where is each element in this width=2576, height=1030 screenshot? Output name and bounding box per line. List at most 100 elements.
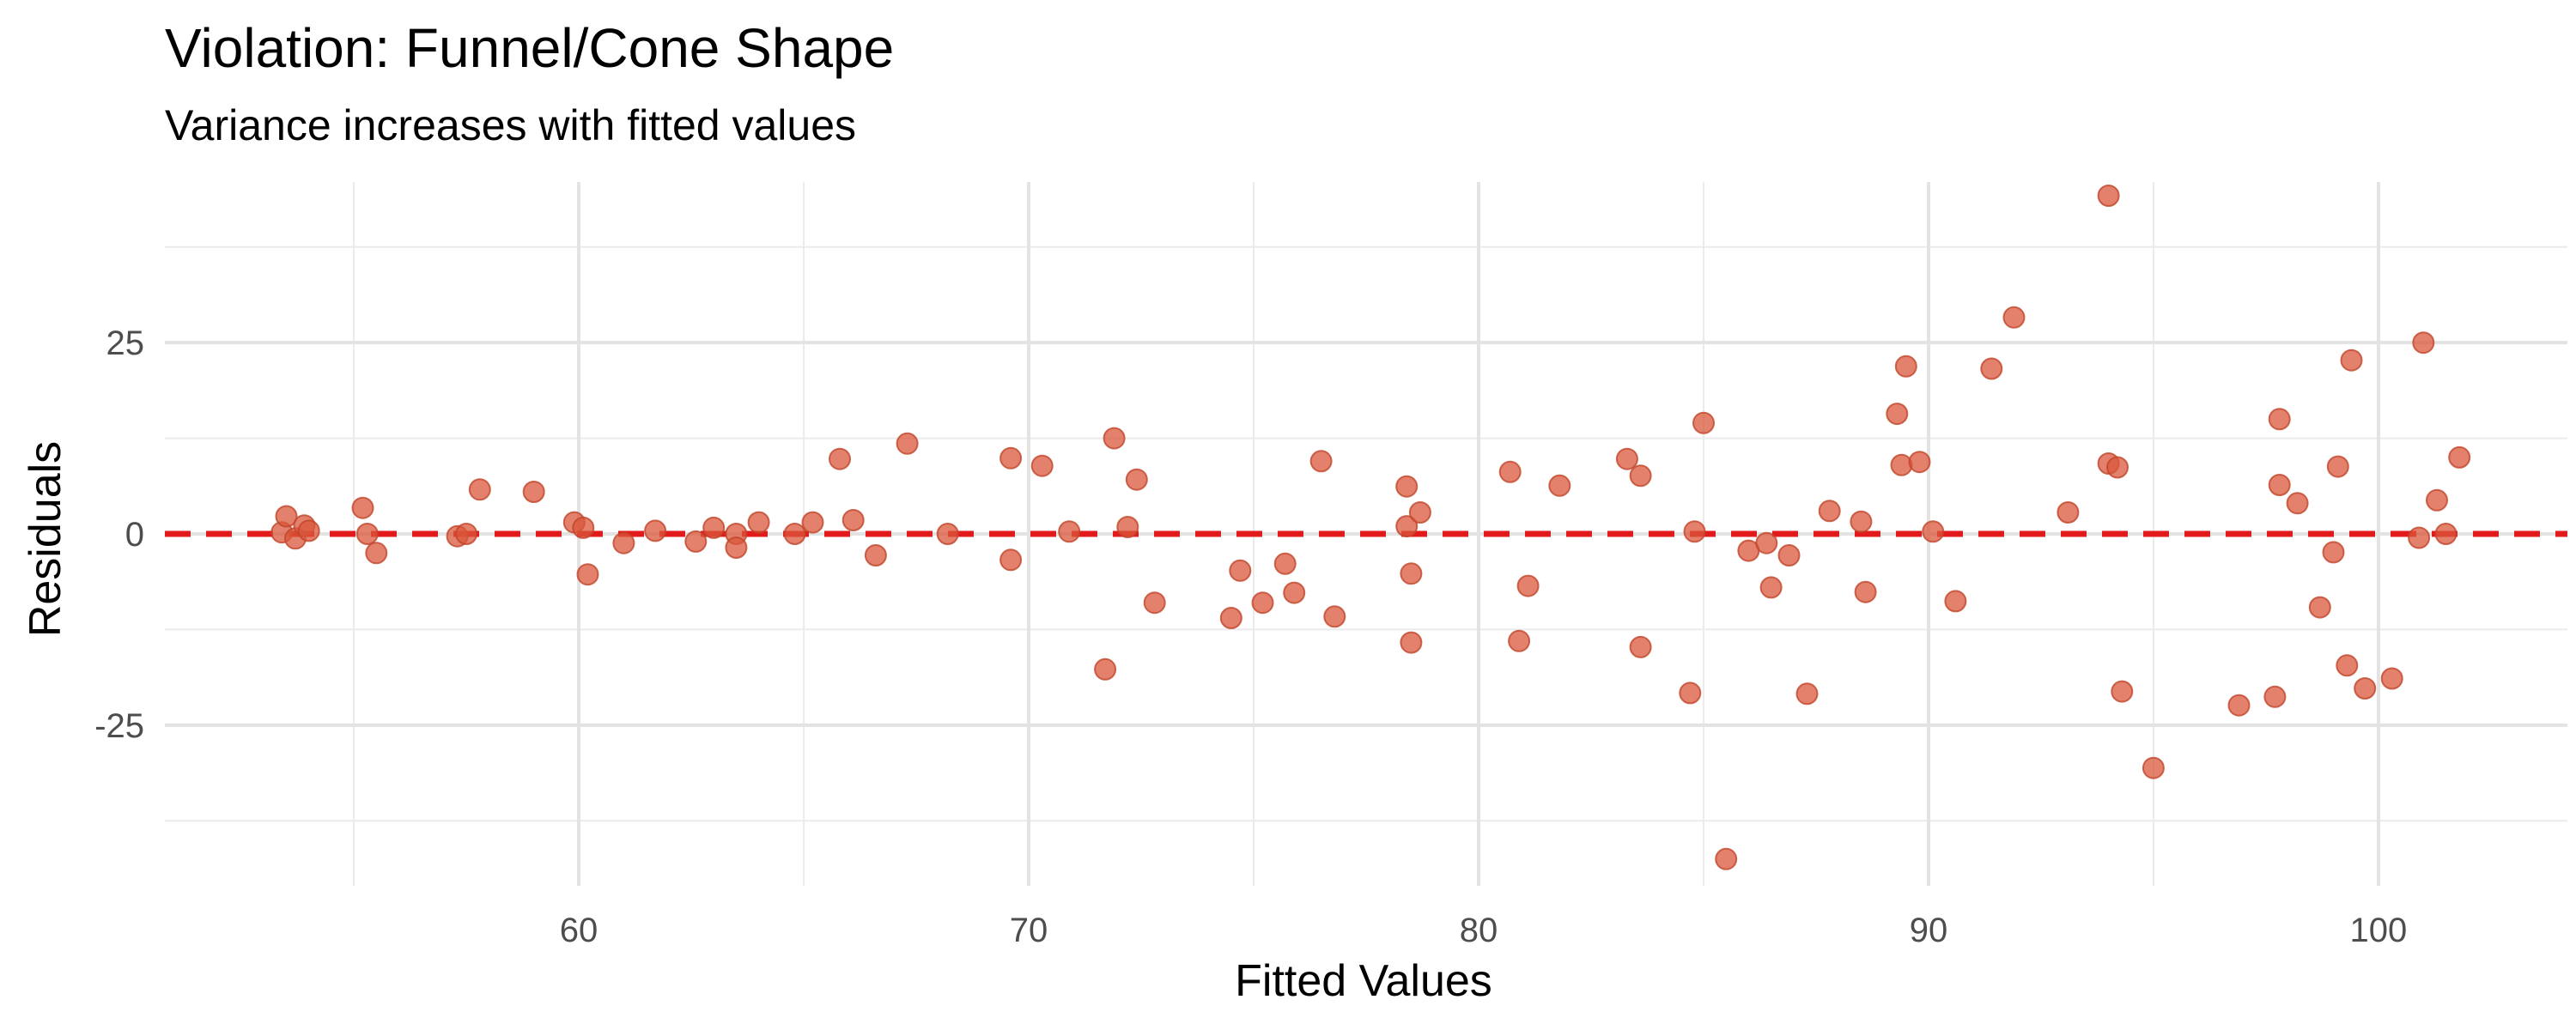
data-point (1908, 451, 1931, 474)
x-tick-label: 90 (1910, 912, 1948, 949)
data-point (1103, 427, 1126, 450)
data-point (297, 519, 320, 542)
data-point (2106, 456, 2129, 479)
data-point (1548, 474, 1571, 497)
data-point (841, 509, 865, 531)
data-point (999, 446, 1023, 470)
data-point (801, 511, 824, 534)
data-point (1922, 520, 1945, 543)
data-point (1251, 591, 1274, 615)
data-point (1516, 574, 1540, 597)
data-point (684, 530, 708, 553)
data-point (2380, 667, 2403, 690)
data-point (1400, 631, 1423, 654)
data-point (2326, 455, 2349, 478)
data-point (2448, 445, 2471, 469)
data-point (522, 481, 545, 503)
data-point (351, 496, 374, 519)
data-point (2268, 408, 2291, 431)
data-point (1777, 544, 1801, 566)
data-point (1408, 501, 1431, 524)
data-point (2268, 474, 2291, 496)
y-axis-title: Residuals (21, 441, 70, 637)
data-point (725, 536, 748, 559)
data-point (1143, 591, 1166, 615)
data-point (1229, 559, 1252, 582)
data-point (1692, 411, 1715, 434)
data-point (2286, 492, 2309, 515)
data-point (2308, 596, 2331, 619)
data-point (275, 505, 298, 528)
data-point (1894, 354, 1917, 378)
data-point (2057, 501, 2080, 524)
data-point (1715, 847, 1738, 870)
data-point (2227, 694, 2251, 717)
data-point (455, 523, 478, 545)
data-point (702, 516, 726, 539)
data-point (2322, 541, 2345, 564)
data-point (1395, 475, 1419, 498)
data-point (1679, 682, 1702, 705)
data-point (1890, 453, 1913, 476)
data-point (2340, 348, 2363, 372)
data-point (1498, 460, 1522, 483)
data-point (1629, 464, 1652, 488)
data-point (1683, 520, 1706, 543)
data-point (1094, 657, 1117, 681)
data-point (1283, 581, 1306, 604)
data-point (1125, 468, 1148, 491)
data-point (2111, 680, 2134, 703)
chart-title: Violation: Funnel/Cone Shape (165, 17, 894, 79)
data-points (270, 185, 2471, 870)
data-point (864, 544, 887, 566)
data-point (1219, 607, 1242, 629)
data-point (2142, 756, 2165, 779)
x-tick-label: 60 (560, 912, 598, 949)
y-tick-label: -25 (94, 707, 144, 745)
data-point (576, 563, 599, 586)
data-point (1818, 500, 1841, 523)
data-point (1030, 454, 1054, 477)
data-point (1850, 510, 1873, 533)
x-axis-title: Fitted Values (1235, 956, 1492, 1006)
data-point (1795, 682, 1819, 706)
data-point (783, 523, 806, 545)
data-point (612, 531, 635, 554)
data-point (2434, 523, 2458, 545)
data-point (2354, 677, 2377, 700)
data-point (1273, 552, 1297, 575)
data-point (1886, 403, 1909, 426)
data-point (365, 542, 388, 565)
data-point (1615, 447, 1638, 470)
data-point (1309, 450, 1333, 473)
y-tick-label: 25 (106, 324, 145, 362)
y-axis-tick-labels: -25 0 25 (94, 324, 144, 745)
data-point (2002, 306, 2026, 329)
data-point (1980, 357, 2003, 380)
x-tick-label: 80 (1460, 912, 1498, 949)
data-point (355, 523, 379, 545)
x-tick-label: 100 (2350, 912, 2408, 949)
data-point (1400, 562, 1423, 585)
data-point (896, 432, 919, 455)
data-point (2408, 526, 2431, 549)
y-tick-label: 0 (125, 516, 144, 554)
data-point (1755, 531, 1778, 554)
data-point (1323, 605, 1346, 628)
data-point (936, 523, 959, 545)
data-point (1058, 520, 1081, 543)
data-point (1508, 629, 1531, 652)
data-point (747, 511, 770, 534)
data-point (468, 478, 491, 501)
data-point (1116, 516, 1139, 538)
data-point (1944, 590, 1967, 613)
data-point (2097, 185, 2120, 207)
data-point (2336, 654, 2359, 677)
data-point (1759, 576, 1783, 599)
data-point (1854, 580, 1877, 603)
data-point (2426, 488, 2448, 512)
chart-subtitle: Variance increases with fitted values (165, 101, 856, 149)
data-point (572, 516, 595, 539)
data-point (1395, 515, 1419, 538)
